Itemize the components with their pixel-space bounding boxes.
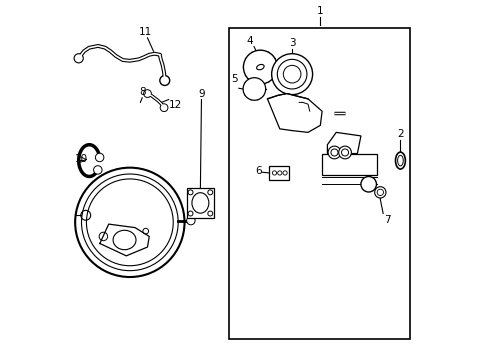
Text: 6: 6 [254, 166, 261, 176]
Bar [187, 188, 213, 218]
Circle shape [338, 146, 351, 159]
Bar [228, 28, 409, 339]
Circle shape [160, 76, 169, 85]
Text: 1: 1 [316, 6, 323, 16]
Text: 11: 11 [139, 27, 152, 37]
Circle shape [283, 66, 300, 83]
Circle shape [160, 104, 167, 112]
Text: 9: 9 [198, 89, 204, 99]
Ellipse shape [395, 152, 405, 169]
Text: 4: 4 [246, 36, 253, 46]
Text: 7: 7 [383, 215, 390, 225]
Circle shape [93, 166, 102, 174]
Circle shape [243, 50, 277, 84]
Circle shape [374, 187, 385, 198]
Circle shape [143, 90, 151, 98]
Circle shape [74, 54, 83, 63]
Circle shape [360, 176, 376, 192]
Circle shape [283, 171, 286, 175]
Circle shape [277, 171, 281, 175]
Ellipse shape [256, 64, 264, 70]
Circle shape [95, 153, 103, 162]
Polygon shape [322, 154, 376, 175]
Text: 10: 10 [74, 154, 87, 164]
Polygon shape [327, 132, 360, 154]
Text: 2: 2 [396, 130, 403, 139]
Polygon shape [267, 94, 322, 132]
Text: 8: 8 [139, 87, 145, 97]
Circle shape [271, 54, 312, 95]
Circle shape [243, 78, 265, 100]
Text: 12: 12 [168, 100, 182, 109]
Text: 3: 3 [288, 38, 295, 48]
Circle shape [272, 171, 276, 175]
Circle shape [327, 146, 340, 159]
Circle shape [186, 216, 195, 225]
Text: 5: 5 [231, 75, 238, 85]
Bar [269, 166, 288, 180]
